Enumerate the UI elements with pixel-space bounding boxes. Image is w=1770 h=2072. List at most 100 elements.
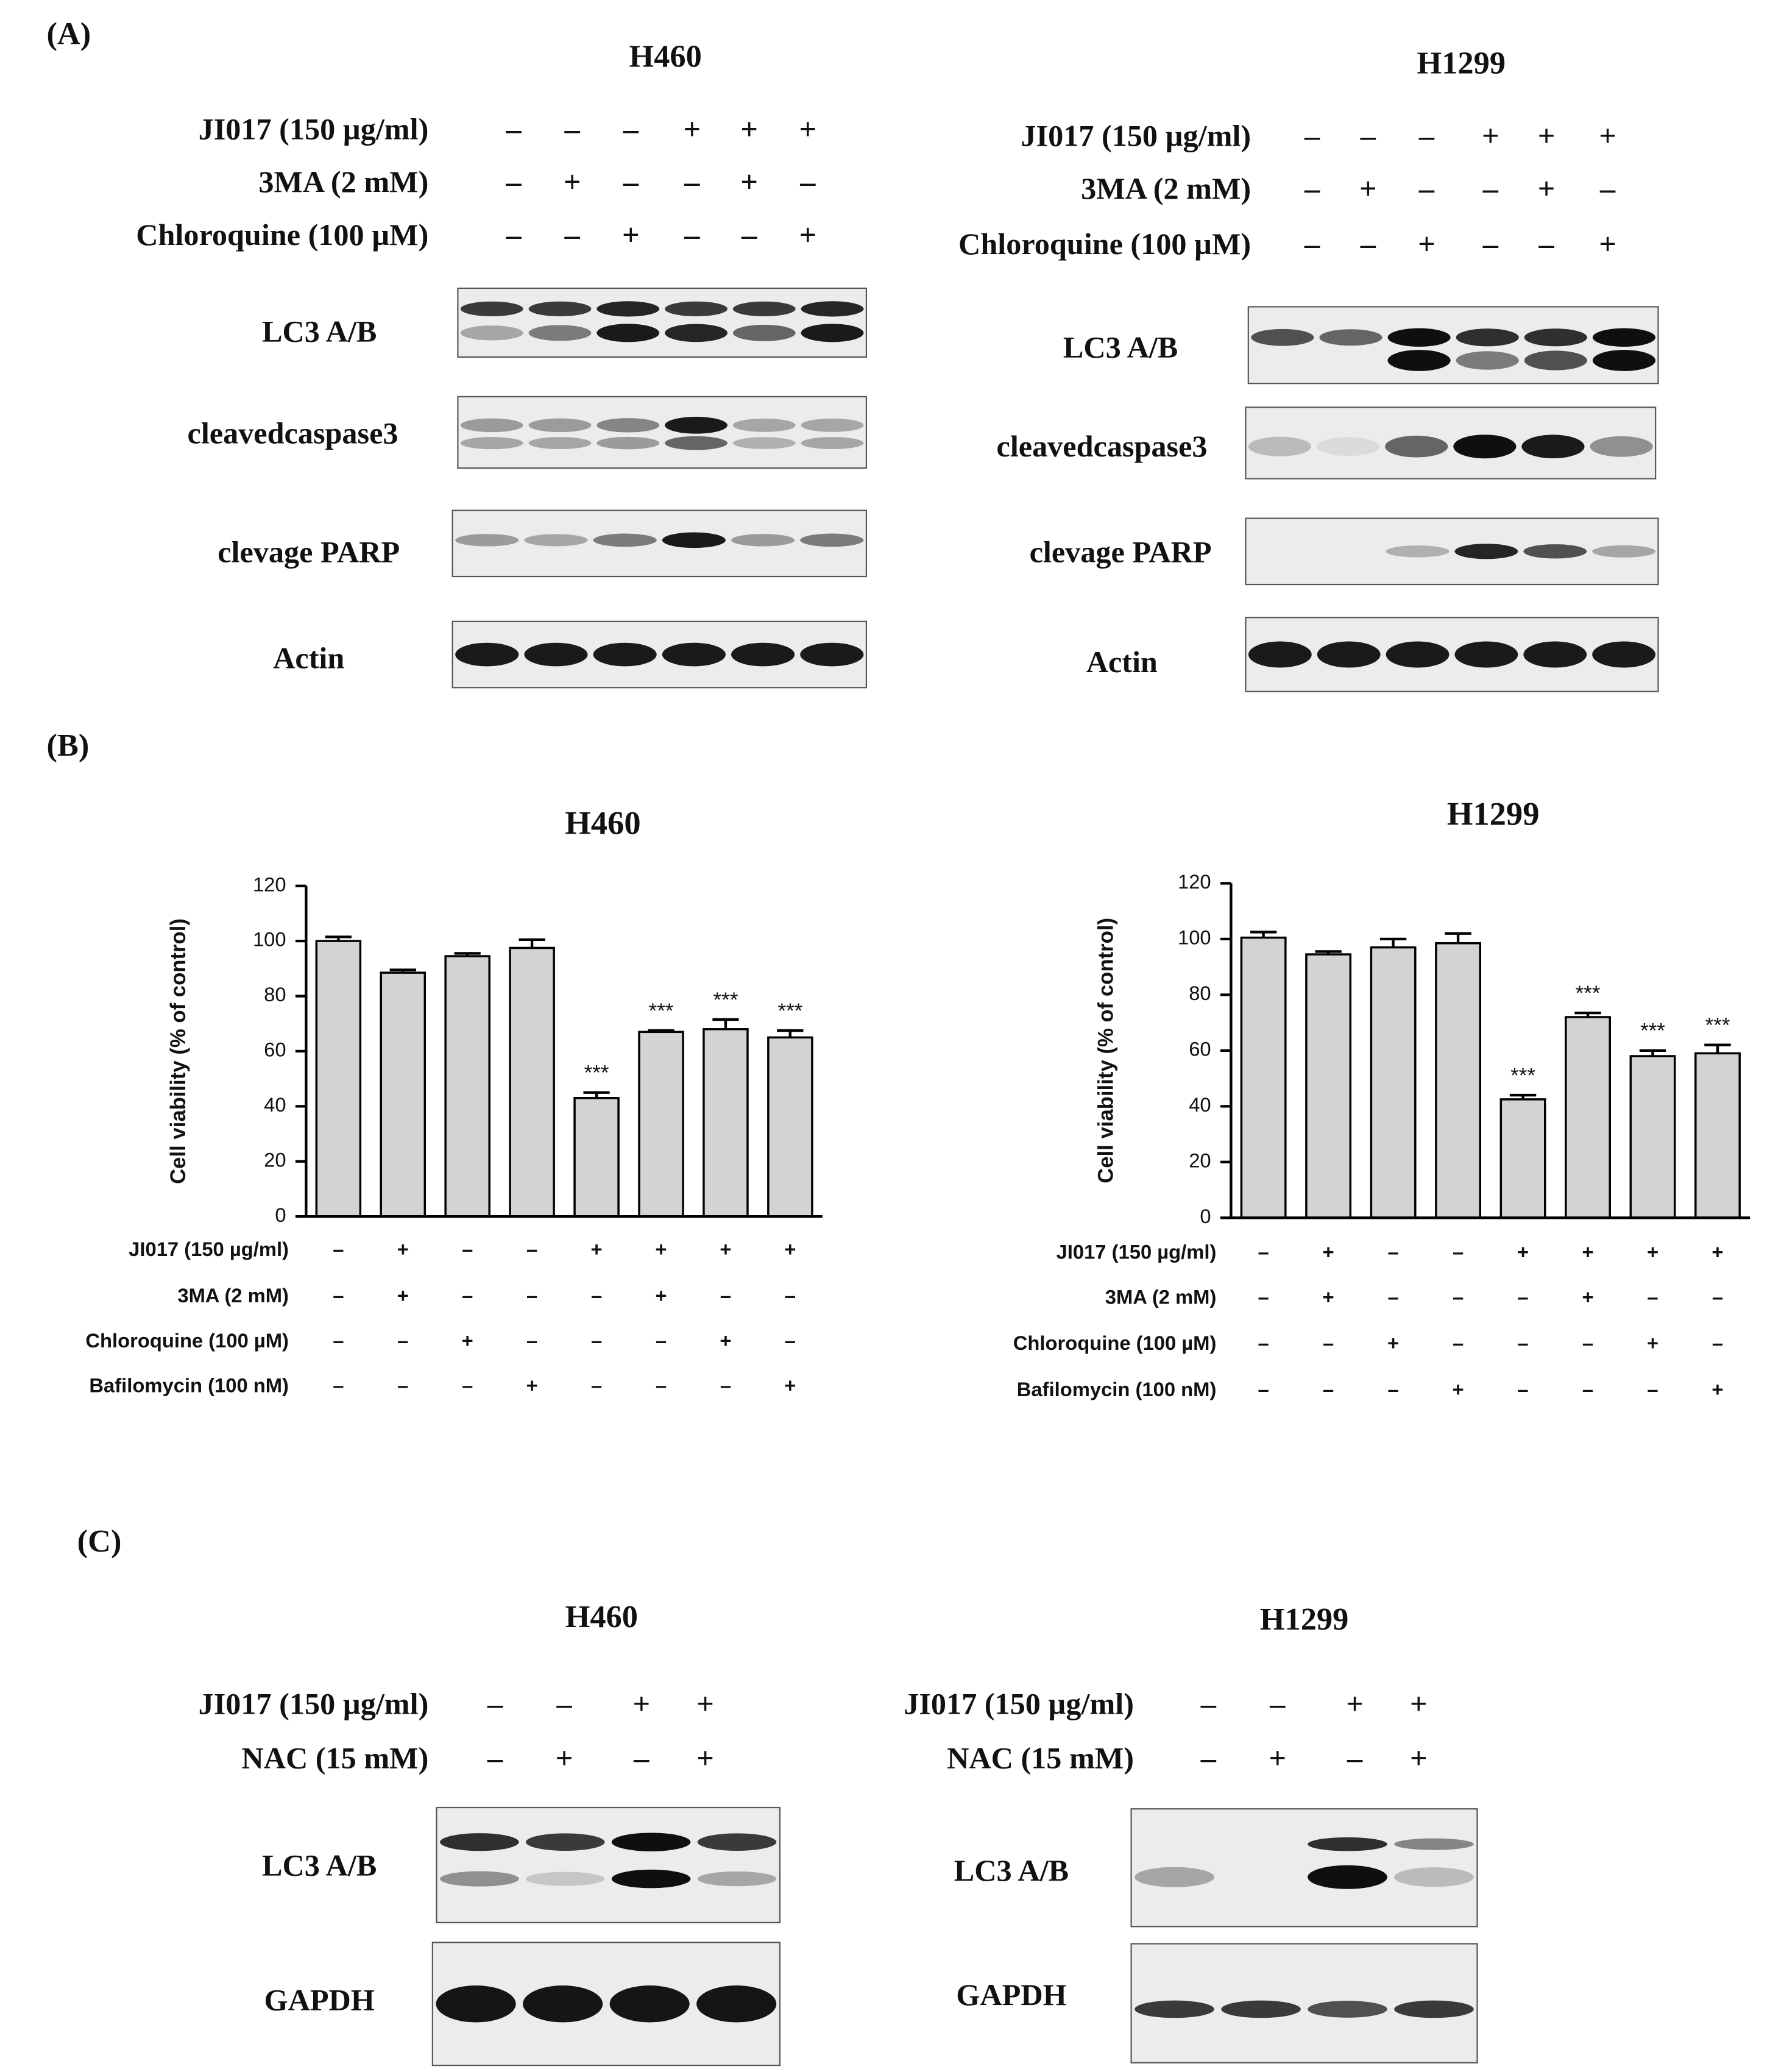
treatment-sign: – (1360, 227, 1376, 261)
treatment-sign: – (1418, 118, 1435, 152)
blot-label: GAPDH (264, 1983, 375, 2017)
error-bar (712, 1018, 739, 1029)
blot-band (1523, 641, 1587, 668)
treatment-sign: – (741, 218, 757, 252)
treatment-sign: – (684, 165, 700, 199)
treatment-sign: – (462, 1238, 473, 1260)
treatment-sign: + (564, 165, 581, 199)
blot-band (1319, 329, 1382, 346)
blot-band (1387, 328, 1451, 347)
blot-band (731, 642, 795, 667)
blot-band (1592, 545, 1656, 558)
treatment-sign: – (591, 1329, 602, 1352)
blot-membrane (1245, 517, 1659, 586)
treatment-sign: + (1323, 1285, 1334, 1308)
treatment-sign: – (1538, 227, 1554, 261)
bar (1565, 1016, 1611, 1219)
blot-band (732, 437, 796, 449)
treatment-sign: + (1410, 1741, 1428, 1775)
blot-band (1248, 641, 1312, 668)
error-bar (389, 968, 416, 973)
treatment-sign: + (526, 1374, 538, 1397)
treatment-sign: – (397, 1374, 408, 1397)
error-bar (454, 952, 481, 957)
treatment-sign: + (799, 218, 817, 252)
treatment-sign: – (1647, 1378, 1658, 1400)
treatment-label: Chloroquine (100 µM) (136, 218, 428, 252)
significance-label: *** (1576, 981, 1601, 1005)
treatment-sign: + (632, 1687, 650, 1721)
treatment-label: JI017 (150 µg/ml) (199, 112, 429, 146)
blot-membrane (451, 620, 868, 689)
blot-band (662, 642, 726, 667)
bar (1240, 936, 1287, 1219)
blot-band (800, 642, 864, 667)
treatment-label: 3MA (2 mM) (258, 165, 428, 199)
treatment-sign: – (333, 1329, 344, 1352)
treatment-sign: – (506, 112, 522, 146)
treatment-sign: + (740, 165, 758, 199)
bar (767, 1036, 813, 1218)
treatment-sign: – (1387, 1378, 1398, 1400)
blot-band (1387, 350, 1451, 371)
y-tick-label: 100 (253, 928, 286, 951)
treatment-sign: – (1517, 1378, 1528, 1400)
blot-label: LC3 A/B (262, 1848, 377, 1882)
blot-band (665, 301, 727, 317)
blot-band (801, 437, 864, 450)
chart-title: H1299 (1447, 796, 1540, 832)
bar (444, 955, 490, 1218)
error-bar (648, 1029, 674, 1032)
blot-band (524, 642, 588, 667)
treatment-sign: – (1482, 171, 1499, 205)
treatment-sign: – (333, 1238, 344, 1260)
blot-band (440, 1833, 519, 1851)
blot-membrane (1247, 306, 1659, 385)
blot-label: cleavedcaspase3 (997, 429, 1208, 463)
blot-membrane (1130, 1808, 1478, 1928)
error-bar (1574, 1011, 1601, 1017)
blot-membrane (451, 509, 868, 578)
error-bar (583, 1091, 610, 1098)
significance-label: *** (1640, 1019, 1665, 1043)
treatment-sign: – (506, 165, 522, 199)
blot-band (1453, 435, 1517, 459)
treatment-sign: – (462, 1374, 473, 1397)
treatment-label: NAC (15 mM) (947, 1741, 1134, 1775)
y-axis-label: Cell viability (% of control) (1094, 918, 1117, 1183)
treatment-sign: – (1269, 1687, 1286, 1721)
bar (638, 1031, 684, 1218)
blot-band (455, 642, 519, 667)
treatment-sign: + (1387, 1332, 1399, 1354)
treatment-sign: – (1387, 1285, 1398, 1308)
significance-label: *** (1705, 1013, 1730, 1037)
treatment-label: Bafilomycin (100 nM) (89, 1374, 289, 1397)
blot-band (732, 301, 796, 317)
blot-band (731, 534, 795, 547)
treatment-label: 3MA (2 mM) (177, 1284, 289, 1307)
treatment-sign: – (656, 1374, 667, 1397)
block-title: H1299 (1417, 46, 1506, 81)
bar (1370, 946, 1417, 1219)
treatment-sign: – (1453, 1332, 1464, 1354)
chart-title: H460 (565, 805, 640, 842)
y-tick-label: 60 (1189, 1038, 1211, 1060)
error-bar (1704, 1043, 1731, 1054)
treatment-sign: + (1323, 1241, 1334, 1263)
treatment-sign: + (1582, 1285, 1593, 1308)
treatment-sign: – (591, 1374, 602, 1397)
blot-membrane (457, 287, 868, 358)
treatment-sign: + (397, 1238, 409, 1260)
treatment-sign: + (622, 218, 640, 252)
y-tick-label: 0 (275, 1204, 286, 1226)
blot-band (1394, 1867, 1474, 1887)
blot-band (593, 533, 657, 547)
blot-band (1385, 435, 1448, 458)
blot-membrane (1245, 617, 1659, 692)
treatment-sign: – (684, 218, 700, 252)
treatment-sign: + (655, 1238, 667, 1260)
blot-band (801, 301, 864, 317)
significance-label: *** (1510, 1063, 1535, 1087)
significance-label: *** (584, 1061, 609, 1085)
